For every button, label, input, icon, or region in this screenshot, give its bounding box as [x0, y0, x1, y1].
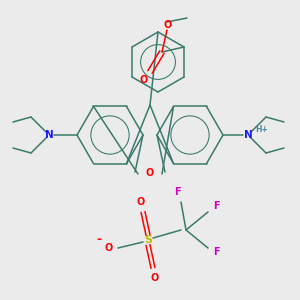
Text: S: S	[144, 235, 152, 245]
Text: N: N	[244, 130, 252, 140]
Text: F: F	[213, 247, 219, 257]
Text: O: O	[105, 243, 113, 253]
Text: O: O	[140, 75, 148, 85]
Text: O: O	[137, 197, 145, 207]
Text: O: O	[146, 168, 154, 178]
Text: O: O	[164, 20, 172, 30]
Text: F: F	[213, 201, 219, 211]
Text: H+: H+	[256, 124, 268, 134]
Text: -: -	[96, 233, 102, 247]
Text: N: N	[45, 130, 53, 140]
Text: F: F	[174, 187, 180, 197]
Text: O: O	[151, 273, 159, 283]
